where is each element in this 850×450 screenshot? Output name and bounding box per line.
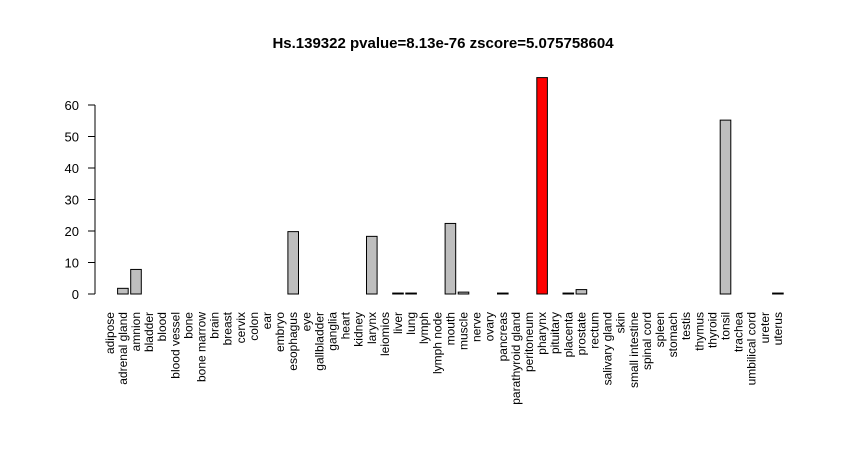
x-tick-label: salivary gland bbox=[601, 312, 615, 385]
bar-mouth bbox=[444, 222, 457, 295]
x-tick-label: adrenal gland bbox=[116, 312, 130, 385]
x-tick-label: placenta bbox=[561, 312, 575, 358]
x-tick-label: ganglia bbox=[326, 312, 340, 351]
x-tick-label: bone bbox=[181, 312, 195, 339]
x-tick-label: muscle bbox=[457, 312, 471, 350]
x-tick-label: skin bbox=[614, 312, 628, 333]
x-tick-label: thymus bbox=[692, 312, 706, 351]
bar-pharynx bbox=[536, 77, 548, 295]
x-tick-label: uterus bbox=[771, 312, 785, 345]
x-tick-label: brain bbox=[208, 312, 222, 339]
x-tick-label: kidney bbox=[352, 312, 366, 347]
bar-lung bbox=[405, 292, 417, 295]
x-tick-label: cervix bbox=[234, 312, 248, 343]
bar-tonsil bbox=[719, 119, 732, 295]
y-axis: 0 10 20 30 40 50 60 bbox=[65, 98, 96, 302]
x-tick-label: gallbladder bbox=[312, 312, 326, 371]
x-tick-label: trachea bbox=[732, 312, 746, 352]
y-tick-label: 0 bbox=[72, 287, 79, 302]
bar-adrenal-gland bbox=[117, 287, 129, 295]
x-tick-label: ureter bbox=[758, 312, 772, 343]
x-tick-label: prostate bbox=[574, 312, 588, 356]
bars bbox=[117, 77, 784, 295]
x-tick-label: thyroid bbox=[705, 312, 719, 348]
bar-prostate bbox=[575, 289, 588, 295]
x-tick-label: pharynx bbox=[535, 312, 549, 355]
x-axis-labels: adipose adrenal gland amnion bladder blood bl… bbox=[103, 311, 785, 404]
x-tick-label: rectum bbox=[588, 312, 602, 349]
bar-uterus bbox=[772, 292, 784, 295]
x-tick-label: adipose bbox=[103, 312, 117, 354]
x-tick-label: lymph node bbox=[430, 312, 444, 374]
x-tick-label: small intestine bbox=[627, 312, 641, 388]
x-tick-label: amnion bbox=[129, 312, 143, 351]
x-tick-label: larynx bbox=[365, 312, 379, 344]
x-tick-label: blood bbox=[155, 312, 169, 341]
x-tick-label: pancreas bbox=[496, 312, 510, 361]
x-tick-label: liver bbox=[391, 312, 405, 334]
chart-title: Hs.139322 pvalue=8.13e-76 zscore=5.07575… bbox=[272, 35, 614, 52]
x-tick-label: pituitary bbox=[548, 312, 562, 354]
x-tick-label: spinal cord bbox=[640, 312, 654, 370]
x-tick-label: spleen bbox=[653, 312, 667, 347]
x-tick-label: leiomios bbox=[378, 312, 392, 356]
x-tick-label: ovary bbox=[483, 312, 497, 341]
bar-amnion bbox=[130, 268, 142, 295]
y-tick-label: 20 bbox=[65, 224, 79, 239]
bar-larynx bbox=[366, 235, 378, 295]
x-tick-label: lung bbox=[404, 312, 418, 335]
x-tick-label: blood vessel bbox=[168, 312, 182, 379]
bar-esophagus bbox=[287, 231, 299, 295]
x-tick-label: parathyroid gland bbox=[509, 312, 523, 405]
x-tick-label: embryo bbox=[273, 312, 287, 352]
bar-pancreas bbox=[497, 292, 509, 295]
x-tick-label: peritoneum bbox=[522, 312, 536, 372]
bar-muscle bbox=[457, 291, 470, 295]
y-tick-label: 10 bbox=[65, 256, 79, 271]
y-tick-label: 40 bbox=[65, 161, 79, 176]
x-tick-label: eye bbox=[299, 312, 313, 332]
x-tick-label: stomach bbox=[666, 312, 680, 357]
y-tick-label: 60 bbox=[65, 98, 79, 113]
x-tick-label: lymph bbox=[417, 312, 431, 344]
x-tick-label: breast bbox=[221, 311, 235, 345]
bar-liver bbox=[392, 292, 404, 295]
x-tick-label: colon bbox=[247, 312, 261, 341]
x-tick-label: mouth bbox=[443, 312, 457, 345]
x-tick-label: tonsil bbox=[719, 312, 733, 340]
bar-placenta bbox=[562, 292, 575, 295]
x-tick-label: esophagus bbox=[286, 312, 300, 371]
x-tick-label: nerve bbox=[470, 312, 484, 342]
x-tick-label: ear bbox=[260, 312, 274, 329]
x-tick-label: testis bbox=[679, 312, 693, 340]
y-tick-label: 30 bbox=[65, 193, 79, 208]
x-tick-label: heart bbox=[339, 311, 353, 339]
x-tick-label: bladder bbox=[142, 312, 156, 352]
y-tick-label: 50 bbox=[65, 130, 79, 145]
x-tick-label: bone marrow bbox=[195, 312, 209, 382]
x-tick-label: umbilical cord bbox=[745, 312, 759, 385]
